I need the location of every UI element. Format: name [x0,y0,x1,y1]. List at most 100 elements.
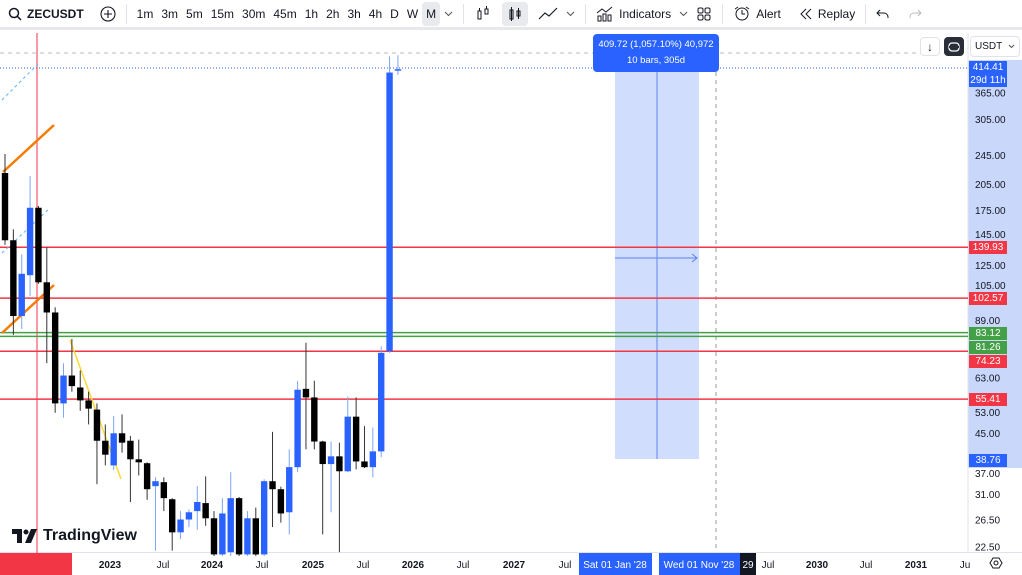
candle-body [235,498,243,555]
redo-button[interactable] [904,2,926,26]
settings-gear-icon[interactable] [989,557,1003,569]
alarm-clock-icon [734,6,750,20]
candle-body [210,518,218,555]
candle [369,427,377,478]
compare-add-button[interactable] [96,2,120,26]
candle-body [369,451,377,468]
y-tick-label: 63.00 [975,374,1000,385]
arrow-right-icon [691,253,698,263]
layouts-button[interactable] [692,2,716,26]
candle-body [336,456,343,472]
candle-body [394,69,402,71]
candle [26,176,34,296]
interval-30m[interactable]: 30m [242,6,266,21]
candle [378,346,385,458]
undo-icon [876,9,889,18]
line-tool-button[interactable] [534,2,562,26]
candle [160,477,168,512]
candle [185,509,193,528]
indicators-button[interactable]: Indicators [592,2,675,26]
candle [269,431,276,528]
interval-1h[interactable]: 1h [304,6,319,21]
candle-body [219,513,226,555]
candle-body [135,459,142,463]
candle-body [327,456,335,465]
interval-M[interactable]: M [422,1,441,26]
grid-icon [697,7,711,20]
interval-2h[interactable]: 2h [326,6,340,21]
interval-4h[interactable]: 4h [368,6,383,21]
interval-D[interactable]: D [390,6,399,21]
x-tick-label: Jul [860,560,873,571]
search-icon [8,7,22,21]
interval-45m[interactable]: 45m [273,6,297,21]
candle-body [152,481,159,487]
price-label-text: 29d 11h [970,75,1006,86]
alert-button[interactable]: Alert [729,2,785,26]
price-label-text: 38.76 [975,454,1001,466]
candles-icon [477,5,489,19]
chevron-down-icon [566,11,575,16]
interval-W[interactable]: W [406,6,419,21]
measure-line2: 10 bars, 305d [626,55,686,66]
undo-button[interactable] [872,2,894,26]
interval-1m[interactable]: 1m [136,6,154,21]
price-label: 38.76 [969,453,1007,467]
indicators-label: Indicators [619,6,672,21]
auto-scale-button[interactable] [944,37,964,56]
candle-body [60,375,67,404]
interval-dropdown[interactable] [440,2,457,26]
tv-logo-icon [12,529,37,543]
candle [1,154,9,245]
candle-body [110,433,117,466]
price-chart[interactable]: 365.00 305.00 245.00 205.00 175.00 145.00 125.… [0,33,1022,575]
interval-3m[interactable]: 3m [161,6,179,21]
candle-body [26,207,34,276]
y-tick-label: 37.00 [975,469,1000,480]
currency-select[interactable]: USDT [970,36,1020,57]
candle-body [244,518,251,555]
candle [35,205,42,284]
line-tool-dropdown[interactable] [562,2,579,26]
candle-body [10,240,17,317]
price-label: 102.57 [969,291,1007,305]
y-tick-label: 45.00 [975,429,1000,440]
candle-body [169,499,176,533]
candles-style-button[interactable] [502,1,529,26]
candle-body [311,397,318,442]
replay-button[interactable]: Replay [795,2,859,26]
price-label-text: 83.12 [975,327,1001,339]
bars-style-button[interactable] [470,2,496,26]
candle [244,511,251,556]
candle-body [143,463,151,490]
candle [311,380,318,450]
interval-5m[interactable]: 5m [186,6,203,21]
candle-body [160,482,168,499]
candle-body [177,519,184,533]
candle [10,229,17,335]
price-label: 83.12 [969,326,1007,340]
symbol-search-button[interactable]: ZECUSDT [4,2,88,26]
currency-value: USDT [975,41,1003,52]
candle-body [202,503,209,519]
price-label-text: 74.23 [975,355,1001,367]
candle [361,426,368,469]
candle [93,403,101,485]
candle [352,397,360,470]
candle [43,247,50,364]
price-label: 55.41 [969,392,1007,406]
interval-15m[interactable]: 15m [210,6,235,21]
divider [585,3,587,24]
gear-hole [993,560,999,566]
candle-body [85,400,92,409]
x-tick-label: 2031 [905,560,928,571]
y-tick-label: 26.50 [975,516,1000,527]
candle-body [51,312,59,404]
interval-3h[interactable]: 3h [347,6,361,21]
scroll-to-latest-button[interactable]: ↓ [920,37,940,56]
candle [235,497,243,556]
x-tick-label: 2024 [201,560,224,571]
indicators-dropdown[interactable] [675,2,692,26]
logo-text: TradingView [43,527,137,544]
candle-body [286,467,293,513]
